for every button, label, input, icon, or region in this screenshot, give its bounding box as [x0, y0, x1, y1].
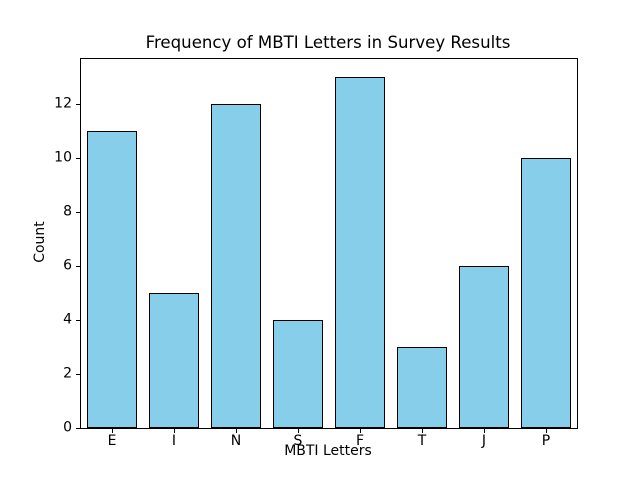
y-tick-10	[76, 157, 81, 159]
x-tick-j	[484, 428, 485, 433]
y-tick-label-4: 4	[63, 311, 72, 328]
bar-s	[273, 319, 323, 428]
x-tick-label-f: F	[355, 433, 365, 449]
y-tick-label-2: 2	[63, 365, 72, 382]
x-tick-i	[174, 428, 175, 433]
x-tick-t	[422, 428, 423, 433]
bar-f	[335, 76, 385, 428]
y-tick-4	[76, 319, 81, 321]
y-tick-label-12: 12	[54, 94, 72, 111]
x-tick-label-n: N	[230, 433, 242, 449]
bar-j	[459, 265, 509, 428]
y-tick-label-6: 6	[63, 257, 72, 274]
x-tick-p	[546, 428, 547, 433]
bar-i	[149, 292, 199, 428]
y-axis-label: Count	[32, 221, 48, 263]
y-tick-label-8: 8	[63, 203, 72, 220]
x-tick-label-e: E	[107, 433, 117, 449]
y-tick-label-0: 0	[63, 419, 72, 436]
y-tick-2	[76, 373, 81, 375]
x-tick-f	[360, 428, 361, 433]
x-tick-e	[112, 428, 113, 433]
bar-t	[397, 346, 447, 428]
y-tick-label-10: 10	[54, 148, 72, 165]
y-tick-6	[76, 265, 81, 267]
bar-p	[521, 157, 571, 428]
x-tick-label-j: J	[481, 433, 487, 449]
chart-title: Frequency of MBTI Letters in Survey Resu…	[145, 33, 511, 52]
y-tick-12	[76, 103, 81, 105]
x-tick-label-t: T	[417, 433, 427, 449]
y-tick-8	[76, 211, 81, 213]
x-axis-label: MBTI Letters	[284, 443, 372, 459]
x-tick-s	[298, 428, 299, 433]
y-tick-0	[76, 428, 81, 429]
bar-e	[87, 130, 137, 428]
x-tick-label-p: P	[541, 433, 551, 449]
bar-n	[211, 103, 261, 428]
x-tick-n	[236, 428, 237, 433]
x-tick-label-i: I	[171, 433, 177, 449]
x-tick-label-s: S	[293, 433, 303, 449]
plot-area: E I N S F T J P 0 2 4 6 8 10 12	[54, 58, 578, 449]
